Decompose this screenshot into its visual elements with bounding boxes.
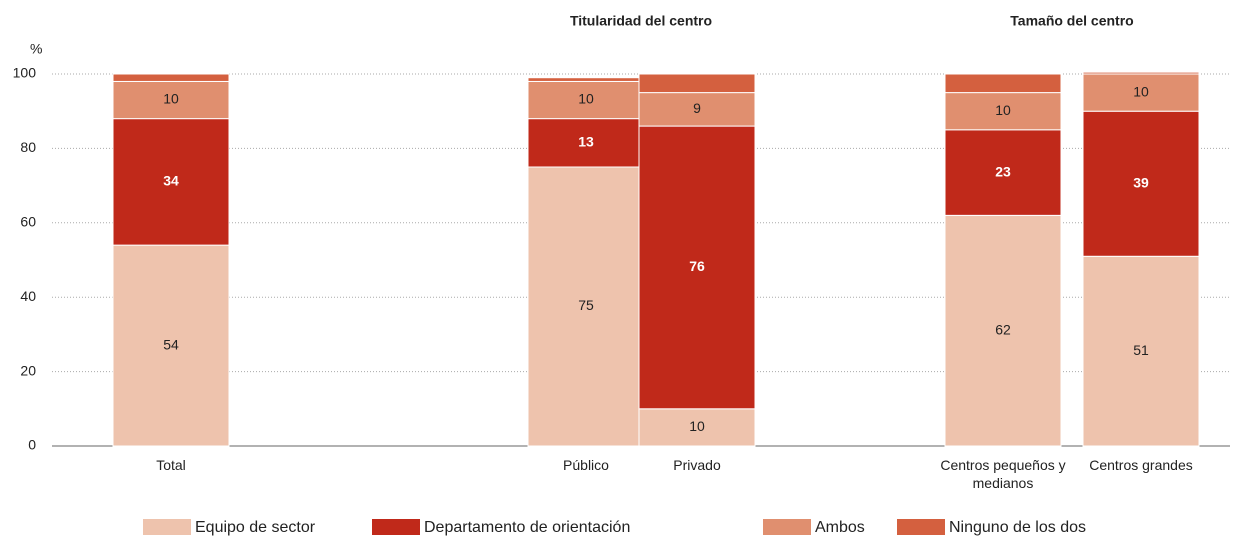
bar-segment	[527, 77, 645, 82]
data-label: 76	[689, 258, 705, 274]
legend-swatch	[372, 519, 420, 535]
bar-segment	[112, 80, 230, 120]
legend-label: Ambos	[815, 519, 865, 536]
bar-segment	[638, 92, 756, 127]
bar-segment	[944, 214, 1062, 447]
data-label: 54	[163, 336, 179, 352]
data-label: 10	[1133, 83, 1149, 99]
bar-segment	[944, 73, 1062, 94]
bar-segment	[527, 166, 645, 447]
data-label: 9	[693, 100, 701, 116]
y-tick-label: 0	[28, 437, 36, 453]
bar-segment	[638, 408, 756, 447]
x-tick-label: Privado	[673, 457, 721, 473]
bar-segment	[112, 118, 230, 246]
legend-swatch	[897, 519, 945, 535]
bar-segment	[1082, 73, 1200, 112]
x-tick-label: Centros grandes	[1089, 457, 1193, 473]
data-label: 23	[995, 163, 1011, 179]
data-label: 10	[995, 102, 1011, 118]
bar-segment	[527, 118, 645, 168]
legend-swatch	[143, 519, 191, 535]
bar-segment	[944, 92, 1062, 131]
x-tick-label: Total	[156, 457, 186, 473]
y-tick-label: 60	[20, 214, 36, 230]
y-tick-label: 100	[13, 65, 37, 81]
data-label: 10	[578, 91, 594, 107]
y-tick-label: 20	[20, 362, 36, 378]
y-tick-label: 40	[20, 288, 36, 304]
data-label: 13	[578, 134, 594, 150]
data-label: 62	[995, 321, 1011, 337]
bar-segment	[638, 73, 756, 94]
bar-segment	[1082, 110, 1200, 257]
bar-segment	[638, 125, 756, 410]
x-tick-label: Público	[563, 457, 609, 473]
bar-segment	[1082, 71, 1200, 75]
bar-segment	[527, 80, 645, 120]
legend-label: Ninguno de los dos	[949, 519, 1086, 536]
group-title: Titularidad del centro	[570, 13, 712, 29]
legend-swatch	[763, 519, 811, 535]
data-label: 51	[1133, 342, 1149, 358]
y-tick-label: 80	[20, 139, 36, 155]
legend-label: Departamento de orientación	[424, 519, 630, 536]
bar-segment	[112, 73, 230, 82]
data-label: 75	[578, 297, 594, 313]
bar-segment	[944, 129, 1062, 216]
y-axis-label: %	[30, 41, 42, 57]
data-label: 34	[163, 173, 179, 189]
data-label: 10	[163, 91, 179, 107]
data-label: 10	[689, 418, 705, 434]
data-label: 39	[1133, 174, 1149, 190]
x-tick-label: Centros pequeños y medianos	[940, 457, 1066, 491]
bar-segment	[1082, 255, 1200, 447]
group-title: Tamaño del centro	[1010, 13, 1133, 29]
legend-label: Equipo de sector	[195, 519, 316, 536]
